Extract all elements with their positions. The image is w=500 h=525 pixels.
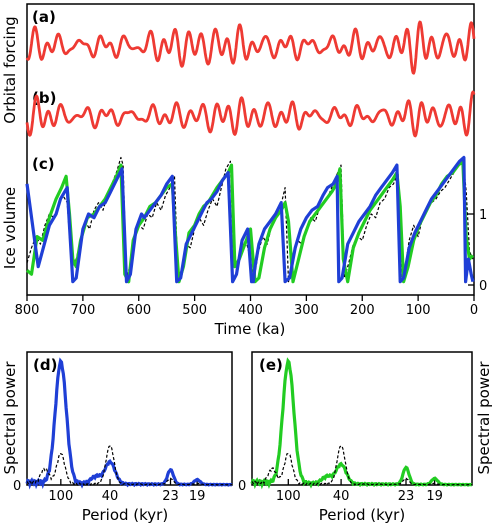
panel-d-period-tick-label: 40: [102, 489, 119, 504]
panel-e-ytick-0: 0: [238, 479, 246, 494]
panel-label-c: (c): [32, 155, 55, 173]
panel-d-period-tick-label: 100: [48, 489, 73, 504]
time-tick-label: 400: [238, 303, 263, 318]
time-tick-label: 0: [470, 303, 478, 318]
panel-d-period-tick-label: 19: [189, 489, 206, 504]
ice-volume-model-blue-line: [25, 155, 475, 284]
panel-d-ytick-0: 0: [13, 479, 21, 494]
panel-label-e: (e): [259, 356, 283, 374]
panel-e-period-tick-label: 19: [426, 489, 443, 504]
panel-label-d: (d): [33, 356, 57, 374]
spectral-power-ylabel-right: Spectral power: [475, 361, 493, 475]
time-tick-label: 600: [126, 303, 151, 318]
orbital-forcing-line-a: [25, 20, 476, 75]
spectrum-plot-e: 100 40 23 19: [250, 357, 473, 504]
time-tick-label: 100: [406, 303, 431, 318]
panel-d-period-tick-label: 23: [162, 489, 179, 504]
ice-volume-ylabel: Ice volume: [1, 187, 19, 269]
time-tick-label: 700: [70, 303, 95, 318]
right-tick-label-1: 1: [479, 208, 487, 223]
panel-e-period-tick-label: 100: [276, 489, 301, 504]
time-tick-label: 300: [294, 303, 319, 318]
panel-e-data-spectrum-line: [251, 445, 473, 487]
panel-label-a: (a): [32, 8, 56, 26]
panel-e-period-tick-label: 40: [333, 489, 350, 504]
time-axis: 800 700 600 500 400 300 200 100 0: [15, 295, 478, 318]
orbital-forcing-ylabel: Orbital forcing: [1, 16, 19, 123]
panel-e-model-spectrum-line: [250, 357, 473, 490]
time-tick-label: 200: [350, 303, 375, 318]
ice-volume-model-green-line: [25, 159, 475, 284]
right-tick-label-0: 0: [479, 279, 487, 294]
orbital-forcing-line-b: [25, 90, 476, 138]
spectrum-plot-d: 100 40 23 19: [25, 357, 233, 504]
period-axis-label-d: Period (kyr): [82, 506, 168, 524]
time-tick-label: 800: [15, 303, 40, 318]
period-axis-label-e: Period (kyr): [319, 506, 405, 524]
panel-d-model-spectrum-line: [25, 357, 233, 490]
panel-d-data-spectrum-line: [26, 445, 233, 487]
time-axis-label: Time (ka): [214, 320, 286, 338]
ice-volume-plot: [25, 155, 475, 284]
spectral-power-ylabel-left: Spectral power: [1, 361, 19, 475]
time-tick-label: 500: [182, 303, 207, 318]
panel-e-period-tick-label: 23: [398, 489, 415, 504]
